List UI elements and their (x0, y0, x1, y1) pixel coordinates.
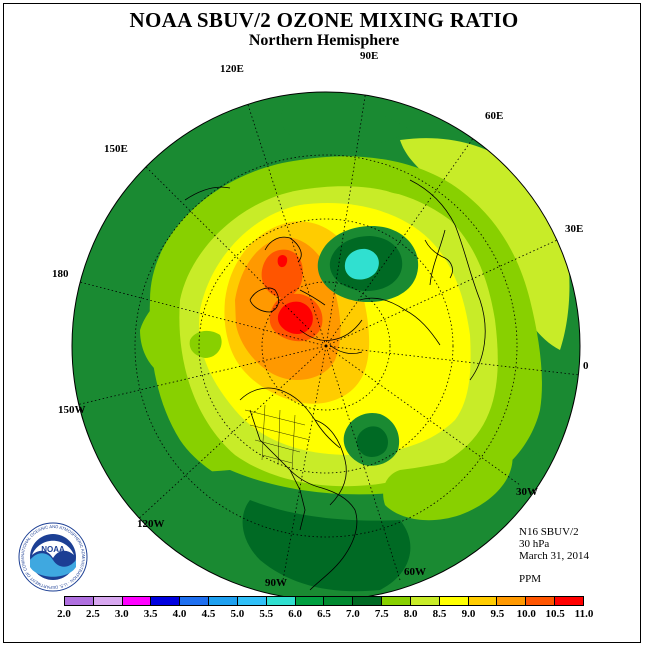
satellite-label: N16 SBUV/2 (519, 526, 579, 538)
colorbar-tick-label: 7.0 (346, 608, 360, 620)
lon-label-120w: 120W (137, 518, 165, 530)
colorbar-tick-label: 2.0 (57, 608, 71, 620)
colorbar-tick-label: 11.0 (574, 608, 594, 620)
colorbar-tick-label: 5.5 (259, 608, 274, 620)
colorbar-tick-label: 9.5 (490, 608, 505, 620)
colorbar-swatch (266, 597, 296, 605)
ozone-field (72, 92, 580, 600)
colorbar-tick-label: 10.0 (516, 608, 536, 620)
colorbar-tick-label: 9.0 (461, 608, 476, 620)
colorbar-tick-label: 8.5 (432, 608, 447, 620)
lon-label-150e: 150E (104, 143, 128, 155)
lon-label-0: 0 (583, 360, 589, 372)
lon-label-60e: 60E (485, 110, 504, 122)
colorbar-tick-label: 4.0 (172, 608, 187, 620)
colorbar-swatch (497, 597, 527, 605)
pressure-level-label: 30 hPa (519, 538, 550, 550)
colorbar-swatch (180, 597, 210, 605)
colorbar-tick-label: 3.5 (143, 608, 158, 620)
colorbar-swatch (353, 597, 383, 605)
colorbar-swatch (151, 597, 181, 605)
noaa-logo: NATIONAL OCEANIC AND ATMOSPHERIC ADMINIS… (18, 522, 88, 592)
colorbar-tick-label: 5.0 (230, 608, 245, 620)
lon-label-180: 180 (52, 268, 69, 280)
colorbar-swatch (526, 597, 556, 605)
colorbar-swatch (410, 597, 440, 605)
colorbar-swatch (555, 597, 583, 605)
lon-label-90e: 90E (360, 50, 379, 62)
colorbar (64, 596, 584, 606)
lon-label-120e: 120E (220, 63, 244, 75)
colorbar-tick-label: 6.0 (288, 608, 302, 620)
figure-frame (3, 3, 641, 643)
lon-label-30w: 30W (516, 486, 538, 498)
units-label: PPM (519, 573, 542, 585)
colorbar-swatch (382, 597, 411, 605)
map-subtitle: Northern Hemisphere (248, 32, 400, 49)
map-title: NOAA SBUV/2 OZONE MIXING RATIO (129, 8, 519, 32)
colorbar-swatch (209, 597, 238, 605)
colorbar-tick-label: 2.5 (86, 608, 100, 620)
colorbar-ticks: 2.0 2.5 3.0 3.5 4.0 4.5 5.0 5.5 6.0 6.5 7.0 7.5 8.0 8… (57, 608, 593, 622)
colorbar-swatch (237, 597, 267, 605)
coastlines (184, 179, 486, 591)
colorbar-swatch (468, 597, 498, 605)
colorbar-swatch (439, 597, 469, 605)
lon-label-90w: 90W (265, 577, 287, 589)
colorbar-swatch (122, 597, 152, 605)
colorbar-tick-label: 4.5 (201, 608, 216, 620)
colorbar-swatch (295, 597, 325, 605)
lon-label-30e: 30E (565, 223, 584, 235)
colorbar-tick-label: 8.0 (403, 608, 418, 620)
lon-label-150w: 150W (58, 404, 86, 416)
colorbar-swatch (324, 597, 354, 605)
political-borders (244, 404, 311, 471)
colorbar-swatch (65, 597, 94, 605)
date-label: March 31, 2014 (519, 550, 589, 562)
colorbar-tick-label: 7.5 (374, 608, 389, 620)
colorbar-tick-label: 3.0 (114, 608, 129, 620)
colorbar-swatch (93, 597, 123, 605)
lon-label-60w: 60W (404, 566, 426, 578)
colorbar-tick-label: 10.5 (545, 608, 565, 620)
logo-wordmark: NOAA (41, 545, 65, 554)
graticule (72, 92, 580, 581)
colorbar-tick-label: 6.5 (317, 608, 331, 620)
